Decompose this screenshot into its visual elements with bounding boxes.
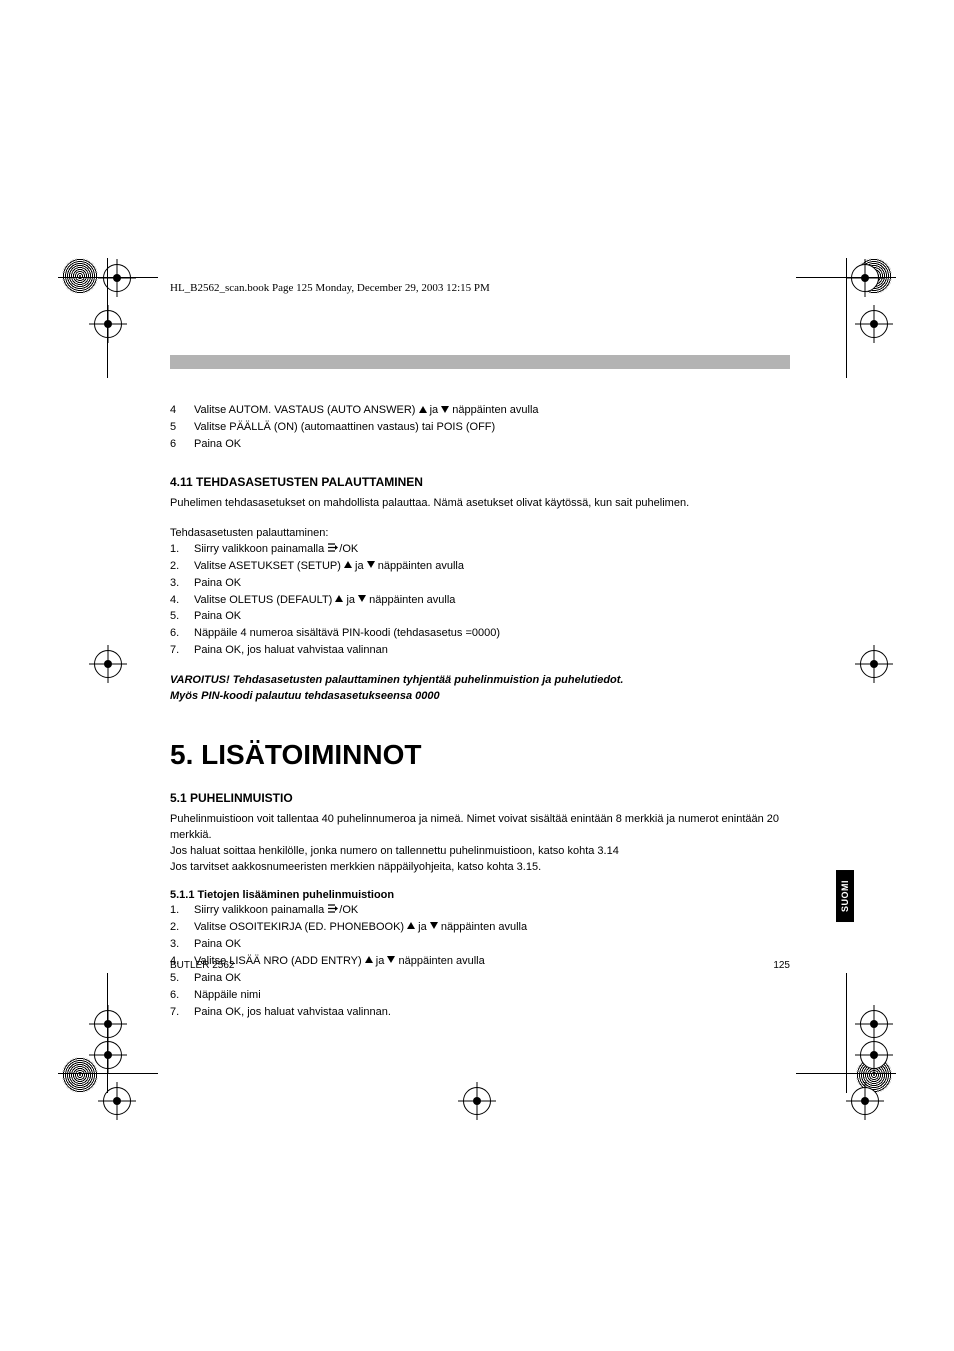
arrow-up-icon bbox=[335, 595, 343, 602]
crop-mark bbox=[856, 1057, 892, 1093]
page-header-meta: HL_B2562_scan.book Page 125 Monday, Dece… bbox=[170, 282, 789, 294]
arrow-down-icon bbox=[358, 595, 366, 602]
warning-line-1: VAROITUS! Tehdasasetusten palauttaminen … bbox=[170, 673, 790, 689]
list-item: 6.Näppäile 4 numeroa sisältävä PIN-koodi… bbox=[170, 626, 790, 642]
list-item: 7.Paina OK, jos haluat vahvistaa valinna… bbox=[170, 643, 790, 659]
list-text: Siirry valikkoon painamalla /OK bbox=[194, 542, 790, 558]
section-5-1-p3: Jos tarvitset aakkosnumeeristen merkkien… bbox=[170, 860, 790, 876]
list-number: 5. bbox=[170, 971, 194, 987]
list-text: Valitse AUTOM. VASTAUS (AUTO ANSWER) ja … bbox=[194, 403, 790, 419]
list-number: 6 bbox=[170, 437, 194, 453]
footer-page-number: 125 bbox=[773, 960, 790, 971]
list-item: 5Valitse PÄÄLLÄ (ON) (automaattinen vast… bbox=[170, 420, 790, 436]
list-text: Paina OK bbox=[194, 937, 790, 953]
list-text: Paina OK, jos haluat vahvistaa valinnan. bbox=[194, 1005, 790, 1021]
list-number: 1. bbox=[170, 542, 194, 558]
list-number: 7. bbox=[170, 643, 194, 659]
page-footer: BUTLER 2562 125 bbox=[170, 960, 790, 971]
list-number: 1. bbox=[170, 903, 194, 919]
list-text: Paina OK, jos haluat vahvistaa valinnan bbox=[194, 643, 790, 659]
list-number: 3. bbox=[170, 576, 194, 592]
list-item: 2.Valitse OSOITEKIRJA (ED. PHONEBOOK) ja… bbox=[170, 920, 790, 936]
content-area: 4Valitse AUTOM. VASTAUS (AUTO ANSWER) ja… bbox=[170, 355, 790, 1021]
list-number: 3. bbox=[170, 937, 194, 953]
list-item: 3.Paina OK bbox=[170, 576, 790, 592]
section-5-1-p1: Puhelinmuistioon voit tallentaa 40 puhel… bbox=[170, 812, 790, 844]
arrow-up-icon bbox=[407, 922, 415, 929]
list-item: 1.Siirry valikkoon painamalla /OK bbox=[170, 542, 790, 558]
header-gray-bar bbox=[170, 355, 790, 369]
list-number: 4 bbox=[170, 403, 194, 419]
list-text: Näppäile 4 numeroa sisältävä PIN-koodi (… bbox=[194, 626, 790, 642]
crop-line bbox=[58, 1073, 158, 1074]
section-4-11-heading: 4.11 TEHDASASETUSTEN PALAUTTAMINEN bbox=[170, 475, 790, 489]
language-side-tab: SUOMI bbox=[836, 870, 854, 922]
list-item: 4Valitse AUTOM. VASTAUS (AUTO ANSWER) ja… bbox=[170, 403, 790, 419]
crop-mark bbox=[62, 258, 98, 294]
crop-line bbox=[846, 973, 847, 1093]
list-text: Siirry valikkoon painamalla /OK bbox=[194, 903, 790, 919]
list-number: 5 bbox=[170, 420, 194, 436]
list-number: 7. bbox=[170, 1005, 194, 1021]
list-number: 6. bbox=[170, 626, 194, 642]
list-item: 1.Siirry valikkoon painamalla /OK bbox=[170, 903, 790, 919]
list-text: Paina OK bbox=[194, 437, 790, 453]
list-number: 4. bbox=[170, 593, 194, 609]
list-text: Valitse ASETUKSET (SETUP) ja näppäinten … bbox=[194, 559, 790, 575]
list-number: 5. bbox=[170, 609, 194, 625]
footer-model: BUTLER 2562 bbox=[170, 960, 234, 971]
list-item: 3.Paina OK bbox=[170, 937, 790, 953]
list-item: 5.Paina OK bbox=[170, 971, 790, 987]
crop-line bbox=[107, 258, 108, 378]
list-item: 6Paina OK bbox=[170, 437, 790, 453]
list-text: Paina OK bbox=[194, 576, 790, 592]
list-item: 6.Näppäile nimi bbox=[170, 988, 790, 1004]
list-text: Valitse OSOITEKIRJA (ED. PHONEBOOK) ja n… bbox=[194, 920, 790, 936]
list-continuation: 4Valitse AUTOM. VASTAUS (AUTO ANSWER) ja… bbox=[170, 403, 790, 453]
list-number: 2. bbox=[170, 559, 194, 575]
list-item: 7.Paina OK, jos haluat vahvistaa valinna… bbox=[170, 1005, 790, 1021]
list-item: 4.Valitse OLETUS (DEFAULT) ja näppäinten… bbox=[170, 593, 790, 609]
arrow-down-icon bbox=[367, 561, 375, 568]
crop-mark bbox=[62, 1057, 98, 1093]
arrow-up-icon bbox=[344, 561, 352, 568]
chapter-5-heading: 5. LISÄTOIMINNOT bbox=[170, 739, 790, 771]
section-5-1-1-heading: 5.1.1 Tietojen lisääminen puhelinmuistio… bbox=[170, 889, 790, 901]
list-number: 2. bbox=[170, 920, 194, 936]
crop-line bbox=[107, 973, 108, 1093]
list-text: Valitse OLETUS (DEFAULT) ja näppäinten a… bbox=[194, 593, 790, 609]
section-4-11-intro: Puhelimen tehdasasetukset on mahdollista… bbox=[170, 496, 790, 512]
list-text: Paina OK bbox=[194, 609, 790, 625]
list-item: 5.Paina OK bbox=[170, 609, 790, 625]
list-number: 6. bbox=[170, 988, 194, 1004]
section-4-11-sub: Tehdasasetusten palauttaminen: bbox=[170, 526, 790, 542]
arrow-up-icon bbox=[419, 406, 427, 413]
section-5-1-heading: 5.1 PUHELINMUISTIO bbox=[170, 791, 790, 805]
arrow-down-icon bbox=[430, 922, 438, 929]
list-text: Paina OK bbox=[194, 971, 790, 987]
arrow-down-icon bbox=[441, 406, 449, 413]
crop-mark bbox=[856, 258, 892, 294]
section-5-1-p2: Jos haluat soittaa henkilölle, jonka num… bbox=[170, 844, 790, 860]
list-text: Näppäile nimi bbox=[194, 988, 790, 1004]
crop-line bbox=[846, 258, 847, 378]
warning-line-2: Myös PIN-koodi palautuu tehdasasetukseen… bbox=[170, 689, 790, 705]
crop-line bbox=[58, 277, 158, 278]
list-reset-defaults: 1.Siirry valikkoon painamalla /OK2.Valit… bbox=[170, 542, 790, 660]
warning-text: VAROITUS! Tehdasasetusten palauttaminen … bbox=[170, 673, 790, 705]
page-container: HL_B2562_scan.book Page 125 Monday, Dece… bbox=[0, 0, 954, 1351]
list-item: 2.Valitse ASETUKSET (SETUP) ja näppäinte… bbox=[170, 559, 790, 575]
list-text: Valitse PÄÄLLÄ (ON) (automaattinen vasta… bbox=[194, 420, 790, 436]
